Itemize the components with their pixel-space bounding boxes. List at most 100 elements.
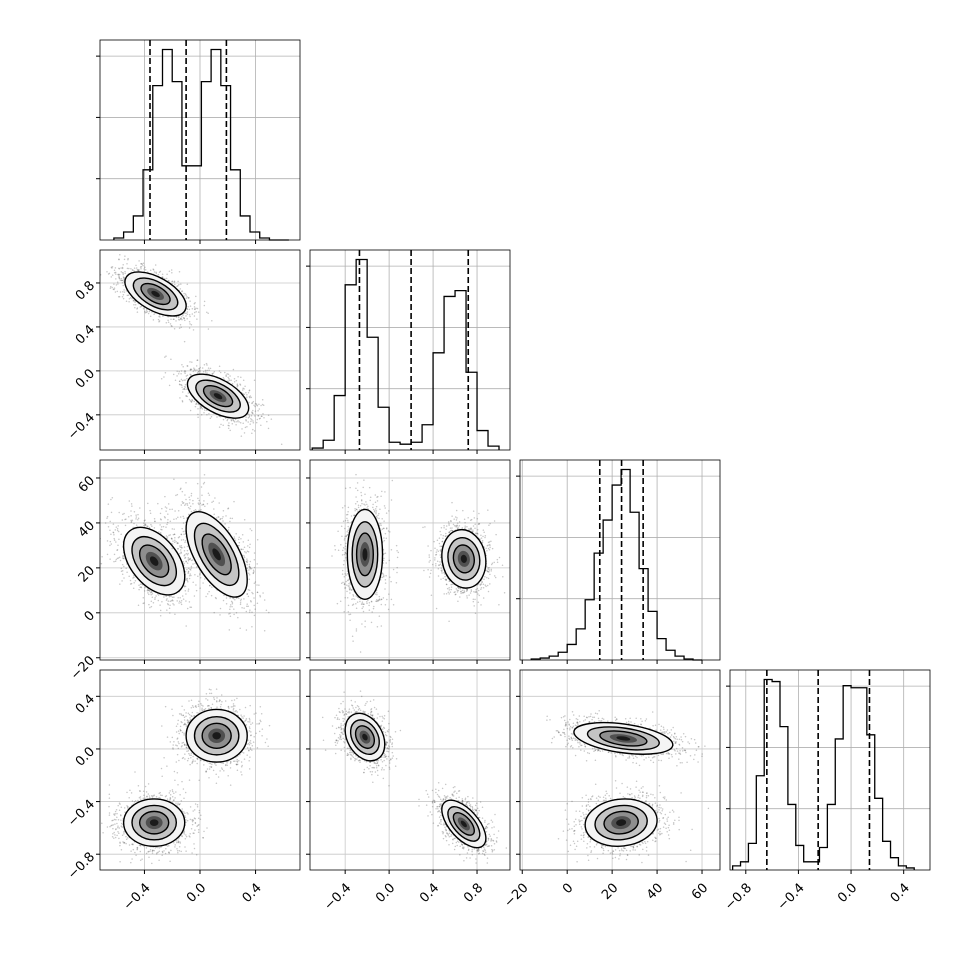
sample-point — [115, 273, 117, 275]
sample-point — [143, 519, 146, 522]
sample-point — [199, 366, 201, 369]
sample-point — [190, 565, 193, 568]
sample-point — [203, 300, 206, 303]
sample-point — [246, 425, 248, 428]
sample-point — [251, 411, 253, 413]
sample-point — [121, 519, 124, 521]
sample-point — [251, 419, 253, 421]
scatter-panel-1-2: −0.40.00.40.8 — [65, 249, 301, 454]
sample-point — [209, 417, 212, 419]
sample-point — [116, 281, 119, 283]
sample-point — [256, 418, 259, 421]
sample-point — [235, 533, 237, 535]
sample-point — [125, 567, 127, 570]
sample-point — [131, 298, 133, 300]
sample-point — [126, 571, 128, 574]
sample-point — [200, 406, 202, 408]
sample-point — [153, 271, 156, 273]
sample-point — [148, 310, 151, 313]
sample-point — [134, 306, 136, 309]
sample-point — [181, 386, 183, 388]
density-contour — [195, 379, 241, 413]
sample-point — [195, 310, 197, 313]
sample-point — [194, 368, 196, 370]
sample-point — [248, 414, 251, 417]
sample-point — [167, 279, 170, 282]
sample-point — [176, 600, 178, 602]
sample-point — [200, 413, 203, 416]
sample-point — [144, 524, 147, 527]
density-level — [151, 290, 160, 298]
sample-point — [171, 280, 174, 282]
sample-point — [111, 286, 113, 289]
sample-point — [144, 519, 146, 521]
sample-point — [177, 315, 180, 318]
sample-point — [191, 399, 194, 402]
sample-point — [253, 430, 256, 432]
sample-point — [130, 515, 132, 517]
sample-point — [112, 531, 114, 533]
sample-point — [155, 271, 157, 273]
sample-point — [218, 516, 220, 518]
sample-point — [232, 368, 235, 371]
sample-point — [195, 403, 197, 405]
sample-point — [204, 371, 207, 373]
sample-point — [171, 543, 174, 545]
sample-point — [178, 600, 181, 603]
sample-point — [149, 269, 152, 272]
sample-point — [180, 378, 183, 381]
sample-point — [181, 527, 183, 530]
sample-point — [108, 272, 111, 275]
sample-point — [181, 547, 183, 549]
sample-point — [170, 358, 172, 360]
sample-point — [178, 270, 181, 273]
sample-point — [246, 563, 248, 566]
sample-point — [168, 534, 170, 537]
sample-point — [236, 420, 238, 423]
sample-point — [191, 398, 193, 401]
sample-point — [191, 308, 194, 310]
sample-point — [229, 615, 232, 617]
sample-point — [149, 509, 151, 512]
sample-point — [122, 293, 125, 296]
sample-point — [193, 367, 195, 369]
sample-point — [184, 590, 187, 592]
sample-point — [184, 293, 187, 295]
sample-point — [253, 379, 256, 381]
sample-point — [189, 557, 192, 560]
sample-point — [164, 506, 167, 508]
sample-point — [266, 420, 268, 423]
sample-point — [106, 540, 109, 542]
sample-point — [121, 266, 124, 269]
sample-point — [140, 262, 142, 265]
sample-point — [190, 368, 192, 371]
sample-point — [170, 537, 173, 539]
sample-point — [179, 516, 182, 518]
sample-point — [184, 372, 186, 374]
sample-point — [128, 575, 130, 578]
sample-point — [207, 312, 209, 315]
sample-point — [198, 368, 200, 370]
sample-point — [180, 599, 183, 602]
sample-point — [222, 418, 225, 421]
panel-frame — [309, 249, 511, 451]
sample-point — [189, 558, 191, 560]
sample-point — [169, 612, 171, 614]
sample-point — [208, 584, 211, 587]
sample-point — [187, 306, 189, 308]
sample-point — [246, 593, 248, 596]
sample-point — [132, 526, 134, 529]
sample-point — [137, 269, 140, 272]
sample-point — [259, 417, 261, 420]
sample-point — [212, 500, 215, 502]
sample-point — [188, 398, 191, 401]
sample-point — [182, 560, 184, 563]
sample-point — [228, 629, 231, 631]
sample-point — [130, 510, 132, 512]
sample-point — [131, 519, 134, 522]
sample-point — [225, 597, 228, 599]
sample-point — [185, 312, 187, 315]
sample-point — [171, 271, 173, 274]
sample-point — [262, 412, 264, 415]
sample-point — [111, 274, 114, 276]
